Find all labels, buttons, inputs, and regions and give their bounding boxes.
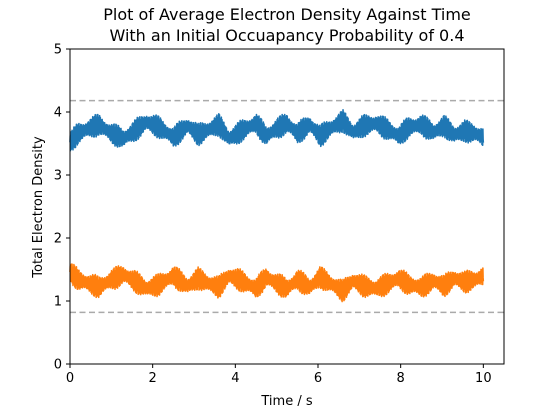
series-2 [69,263,485,303]
x-tick-label: 8 [397,371,405,386]
x-axis-label: Time / s [260,394,312,409]
series-2-line [69,263,485,303]
series-1-line [69,108,485,152]
x-tick-label: 4 [231,371,239,386]
y-tick-label: 3 [54,169,62,184]
x-tick-label: 6 [314,371,322,386]
x-tick-label: 10 [475,371,492,386]
chart-title-line-1: Plot of Average Electron Density Against… [103,5,471,24]
y-tick-label: 4 [54,106,62,121]
y-axis-label: Total Electron Density [31,136,46,279]
axes-frame [69,48,505,365]
y-tick-label: 0 [54,358,62,373]
y-tick-label: 2 [54,232,62,247]
axes: 0 2 4 6 8 10 0 1 2 3 4 5 [54,43,505,386]
series-layer [69,108,485,303]
reference-lines [70,99,504,314]
x-tick-label: 0 [66,371,74,386]
chart-title-line-2: With an Initial Occuapancy Probability o… [109,26,464,45]
y-tick-label: 1 [54,295,62,310]
series-1 [69,108,485,152]
y-tick-label: 5 [54,43,62,58]
x-tick-label: 2 [149,371,157,386]
